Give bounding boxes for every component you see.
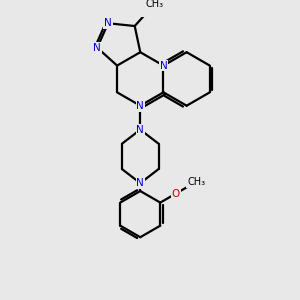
Text: N: N — [160, 61, 167, 70]
Text: N: N — [136, 124, 144, 135]
Text: O: O — [172, 189, 180, 199]
Text: N: N — [93, 43, 101, 53]
Text: N: N — [104, 18, 112, 28]
Text: N: N — [136, 101, 144, 111]
Text: CH₃: CH₃ — [187, 177, 205, 187]
Text: CH₃: CH₃ — [146, 0, 164, 9]
Text: N: N — [136, 178, 144, 188]
